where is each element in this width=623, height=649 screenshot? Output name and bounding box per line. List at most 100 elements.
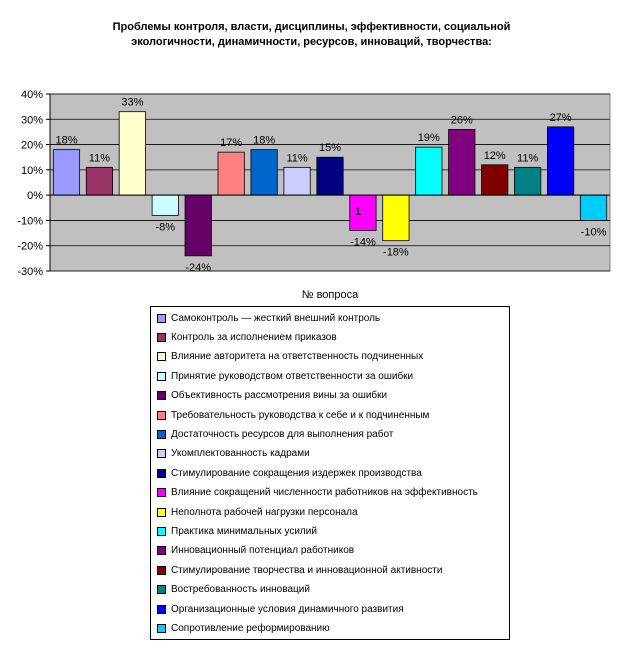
bar	[382, 194, 410, 242]
bar	[579, 194, 608, 221]
data-label: -10%	[581, 226, 607, 238]
bar	[283, 166, 311, 196]
y-tick-label: 0%	[27, 190, 43, 202]
legend-item: Достаточность ресурсов для выполнения ра…	[157, 426, 393, 442]
legend-label: Контроль за исполнением приказов	[171, 331, 337, 343]
legend-item: Инновационный потенциал работников	[157, 543, 354, 559]
bar	[85, 166, 113, 196]
legend-item: Влияние сокращений численности работнико…	[157, 485, 478, 501]
legend-item: Сопротивление реформированию	[157, 620, 330, 636]
legend-swatch	[157, 546, 166, 556]
y-tick-label: -30%	[17, 266, 43, 278]
chart-plot: 40% 30% 20% 10% 0% -10% -20% -30% 18% 11% 33% -8% -2…	[17, 89, 611, 300]
legend-label: Стимулирование сокращения издержек произ…	[171, 467, 422, 479]
legend-label: Требовательность руководства к себе и к …	[171, 409, 430, 421]
legend-swatch	[157, 429, 166, 439]
legend-item: Требовательность руководства к себе и к …	[157, 407, 429, 423]
legend-swatch	[157, 391, 166, 401]
legend-swatch	[157, 623, 166, 633]
chart-title-line-2: экологичности, динамичности, ресурсов, и…	[131, 36, 492, 48]
legend-swatch	[157, 332, 166, 342]
chart-legend: Самоконтроль — жесткий внешний контроль К…	[150, 306, 510, 640]
data-label: 18%	[253, 135, 275, 147]
y-tick-label: 30%	[21, 114, 43, 126]
legend-item: Востребованность инноваций	[157, 582, 310, 598]
data-label: -14%	[350, 237, 376, 249]
legend-swatch	[157, 352, 166, 362]
legend-label: Организационные условия динамичного разв…	[171, 603, 404, 615]
legend-item: Контроль за исполнением приказов	[157, 329, 337, 345]
legend-item: Неполнота рабочей нагрузки персонала	[157, 504, 358, 520]
legend-label: Достаточность ресурсов для выполнения ра…	[171, 428, 394, 440]
legend-swatch	[157, 507, 166, 517]
legend-label: Объективность рассмотрения вины за ошибк…	[171, 390, 388, 402]
bar	[349, 194, 377, 231]
legend-label: Влияние сокращений численности работнико…	[171, 487, 478, 499]
legend-label: Неполнота рабочей нагрузки персонала	[171, 506, 358, 518]
data-label: 15%	[319, 142, 341, 154]
data-label: 12%	[484, 150, 506, 162]
x-axis-title: № вопроса	[302, 289, 359, 300]
legend-label: Самоконтроль — жесткий внешний контроль	[171, 312, 381, 324]
legend-swatch	[157, 526, 166, 536]
legend-label: Инновационный потенциал работников	[171, 545, 355, 557]
data-label: 26%	[451, 114, 473, 126]
y-tick-label: 20%	[21, 140, 43, 152]
legend-item: Самоконтроль — жесткий внешний контроль	[157, 310, 380, 326]
data-label: -18%	[383, 247, 409, 259]
legend-label: Стимулирование творчества и инновационно…	[171, 564, 443, 576]
legend-label: Практика минимальных усилий	[171, 525, 317, 537]
legend-swatch	[157, 371, 166, 381]
legend-swatch	[157, 585, 166, 595]
bar	[448, 128, 476, 196]
data-label: 11%	[517, 152, 538, 164]
data-label: -8%	[156, 221, 176, 233]
legend-swatch	[157, 604, 166, 614]
bar	[514, 166, 542, 196]
data-label: 19%	[418, 132, 440, 144]
chart-title-line-1: Проблемы контроля, власти, дисциплины, э…	[112, 21, 511, 33]
legend-swatch	[157, 468, 166, 478]
data-label: -24%	[185, 262, 211, 274]
y-tick-label: -20%	[17, 241, 43, 253]
data-label: 18%	[55, 135, 77, 147]
legend-item: Организационные условия динамичного разв…	[157, 601, 404, 617]
legend-item: Укомплектованность кадрами	[157, 446, 310, 462]
legend-swatch	[157, 410, 166, 420]
legend-item: Влияние авторитета на ответственность по…	[157, 349, 423, 365]
legend-swatch	[157, 449, 166, 459]
bar	[52, 149, 81, 196]
bar	[217, 151, 245, 196]
legend-item: Принятие руководством ответственности за…	[157, 368, 413, 384]
bar	[184, 194, 212, 257]
data-label: 11%	[89, 152, 110, 164]
y-tick-label: -10%	[17, 215, 43, 227]
bar	[316, 156, 344, 196]
legend-item: Практика минимальных усилий	[157, 523, 317, 539]
legend-label: Сопротивление реформированию	[171, 622, 330, 634]
data-label: 17%	[220, 137, 242, 149]
y-tick-label: 40%	[21, 89, 43, 101]
bar	[151, 194, 179, 216]
legend-item: Стимулирование сокращения издержек произ…	[157, 465, 422, 481]
bar	[481, 164, 509, 196]
legend-item: Объективность рассмотрения вины за ошибк…	[157, 388, 387, 404]
legend-label: Принятие руководством ответственности за…	[171, 370, 414, 382]
legend-label: Укомплектованность кадрами	[171, 448, 310, 460]
data-label: 27%	[550, 112, 572, 124]
legend-label: Влияние авторитета на ответственность по…	[171, 351, 424, 363]
bar	[415, 146, 443, 196]
legend-label: Востребованность инноваций	[171, 584, 310, 596]
data-label: 11%	[286, 152, 307, 164]
data-label: 33%	[121, 97, 143, 109]
y-tick-label: 10%	[21, 165, 43, 177]
bar	[547, 126, 575, 196]
chart-title: Проблемы контроля, власти, дисциплины, э…	[0, 20, 623, 50]
x-tick-label: 1	[355, 206, 361, 218]
bar	[250, 149, 278, 196]
legend-swatch	[157, 565, 166, 575]
bar	[118, 111, 146, 196]
legend-swatch	[157, 488, 166, 498]
legend-swatch	[157, 313, 166, 323]
legend-item: Стимулирование творчества и инновационно…	[157, 562, 442, 578]
